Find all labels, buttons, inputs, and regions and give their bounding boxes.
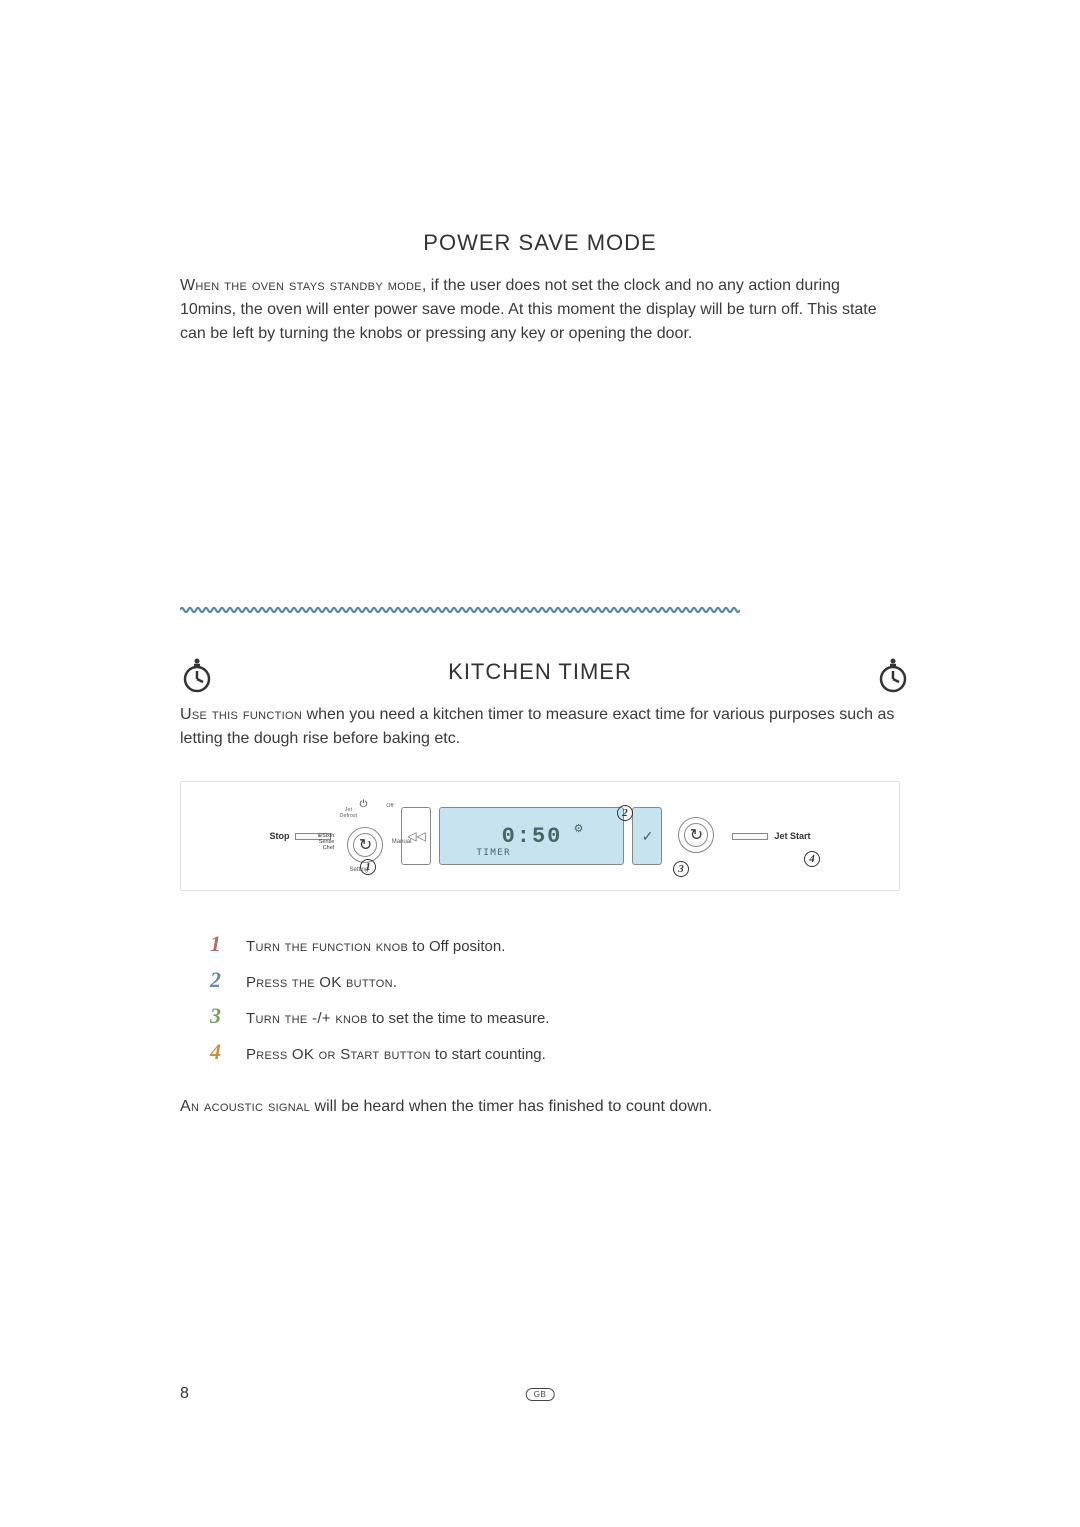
kitchen-timer-title: KITCHEN TIMER [448,659,632,685]
step-rest: to start counting. [431,1046,546,1063]
step-text: Turn the -/+ knob to set the time to mea… [246,1010,549,1027]
step-1: 1 Turn the function knob to Off positon. [210,931,900,957]
timer-icon [180,657,214,693]
adjust-knob: ↻ [668,801,726,871]
closing-rest: will be heard when the timer has finishe… [310,1098,712,1115]
timer-icon [876,657,910,693]
callout-4: 4 [804,851,820,867]
knob-outer: ↻ [347,827,383,863]
step-rest: to set the time to measure. [368,1010,550,1027]
knob-label-chef: ⊕SixthSenseChef [317,833,334,851]
kitchen-timer-lead: Use this function [180,706,302,723]
power-save-title: POWER SAVE MODE [180,230,900,256]
steps-list: 1 Turn the function knob to Off positon.… [210,931,900,1065]
step-number: 2 [210,967,230,993]
page-footer: 8 GB [180,1385,900,1403]
step-3: 3 Turn the -/+ knob to set the time to m… [210,1003,900,1029]
language-badge: GB [526,1388,555,1401]
display-mode-label: TIMER [476,848,511,858]
callout-2: 2 [617,805,633,821]
wavy-divider [180,606,740,614]
page-number: 8 [180,1385,189,1403]
panel-inner: Stop ⏻ Off JetDefrost ⊕SixthSenseChef Ma… [205,801,875,871]
step-number: 4 [210,1039,230,1065]
page: POWER SAVE MODE When the oven stays stan… [0,0,1080,1179]
step-text: Turn the function knob to Off positon. [246,938,505,955]
power-save-lead: When the oven stays standby mode [180,277,422,294]
closing-text: An acoustic signal will be heard when th… [180,1095,900,1119]
step-text: Press OK or Start button to start counti… [246,1046,546,1063]
timer-icon-left [180,657,214,698]
step-sc: Turn the function knob [246,938,408,955]
display-gear-icon: ⚙ [574,822,584,835]
closing-sc: An acoustic signal [180,1098,310,1115]
knob-outer: ↻ [678,817,714,853]
step-sc: Turn the -/+ knob [246,1010,368,1027]
knob-label-manual: Manual [392,839,412,845]
jet-start-button-bar [732,833,768,840]
display-screen: 0:50 TIMER ⚙ [439,807,624,865]
knob-arrows-icon: ↻ [353,833,377,857]
callout-3: 3 [673,861,689,877]
display-time: 0:50 [502,824,563,849]
step-sc: Press OK or Start button [246,1046,431,1063]
back-button: ◁◁ [401,807,431,865]
step-4: 4 Press OK or Start button to start coun… [210,1039,900,1065]
power-save-body: When the oven stays standby mode, if the… [180,274,900,346]
stop-label: Stop [269,831,289,841]
ok-button: ✓ [632,807,662,865]
step-rest: to Off positon. [408,938,505,955]
power-icon: ⏻ [359,799,367,810]
knob-arrows-icon: ↻ [684,823,708,847]
timer-icon-right [876,657,910,698]
control-panel-diagram: Stop ⏻ Off JetDefrost ⊕SixthSenseChef Ma… [180,781,900,891]
kitchen-timer-body: Use this function when you need a kitche… [180,703,900,751]
step-2: 2 Press the OK button. [210,967,900,993]
step-number: 3 [210,1003,230,1029]
jet-start-label: Jet Start [774,831,810,841]
step-number: 1 [210,931,230,957]
kitchen-timer-header-row: KITCHEN TIMER [180,659,900,685]
knob-label-defrost: JetDefrost [339,807,357,819]
step-sc: Press the OK button. [246,974,397,991]
step-text: Press the OK button. [246,974,397,991]
callout-1: 1 [360,859,376,875]
knob-label-off: Off [386,803,393,809]
